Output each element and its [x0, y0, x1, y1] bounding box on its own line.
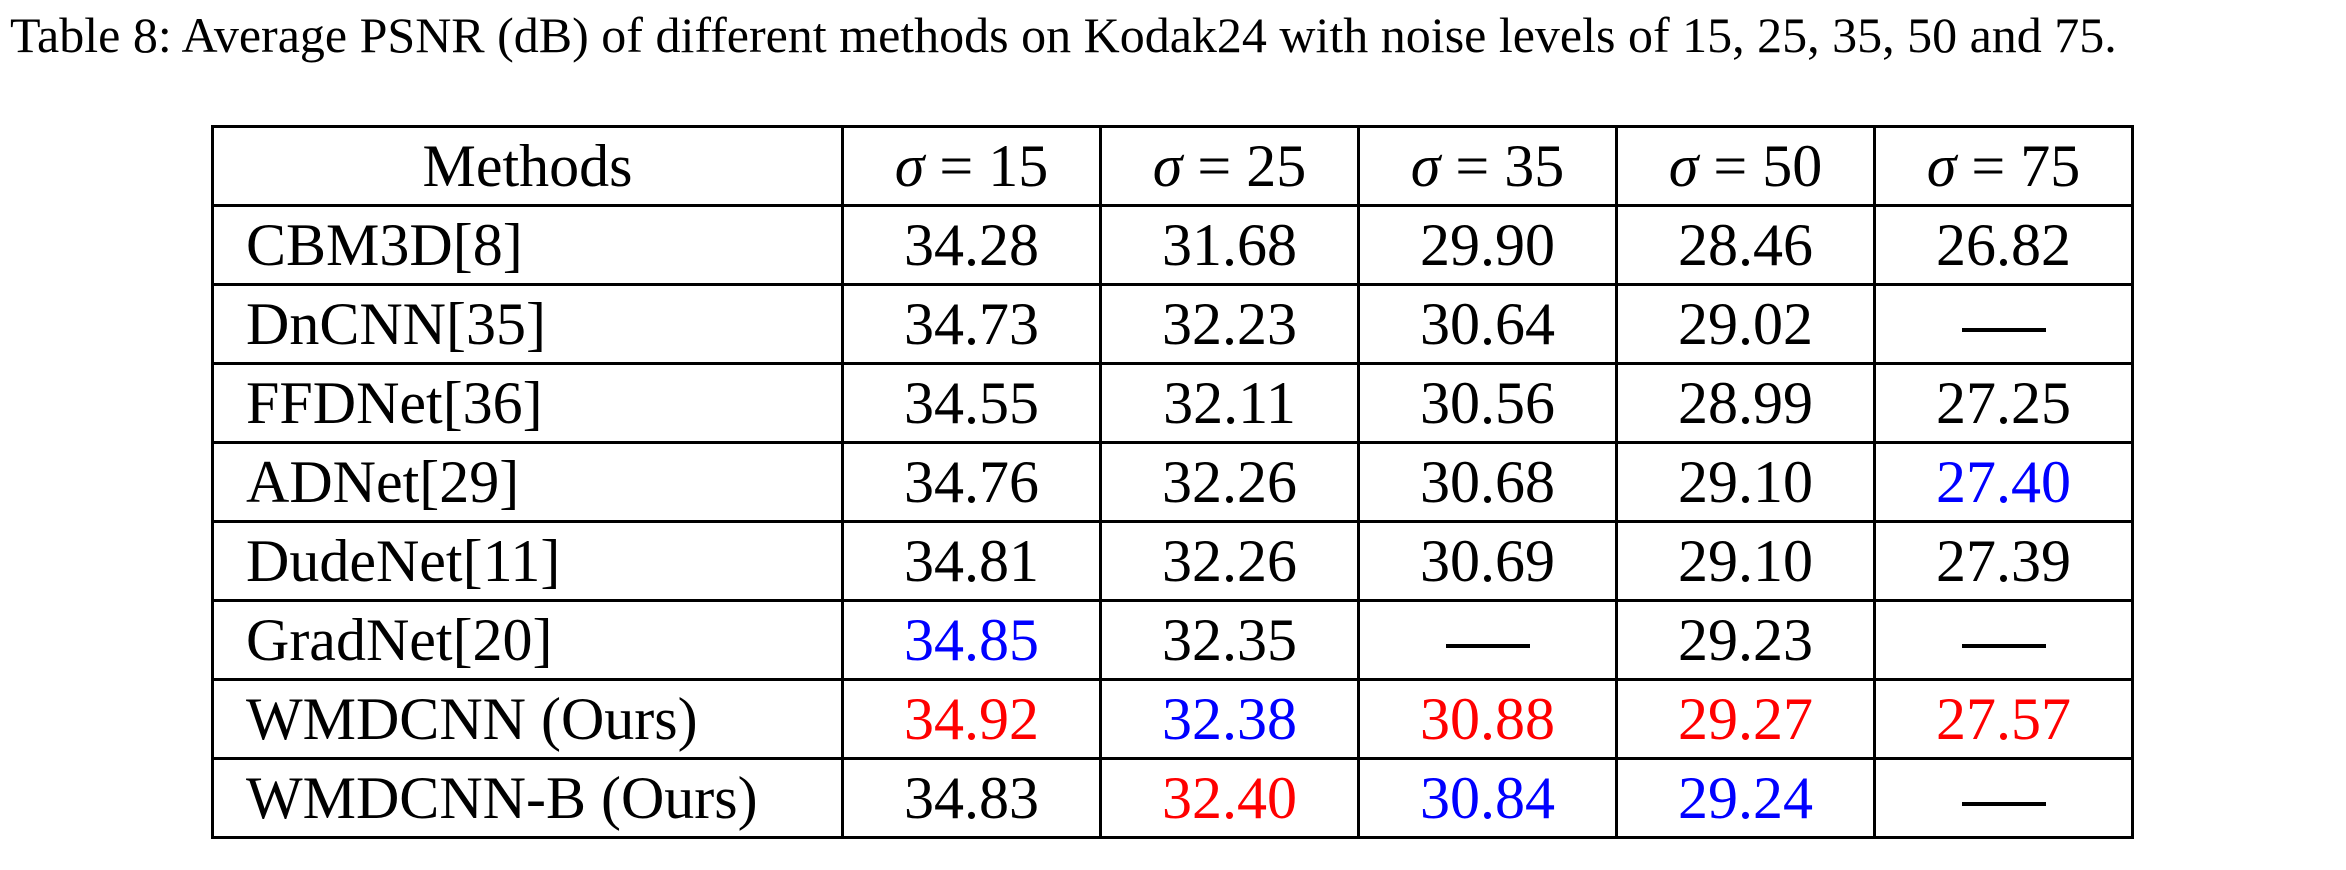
table-row: DnCNN[35] 34.73 32.23 30.64 29.02: [211, 283, 2134, 365]
noise-level-header: σ = 75: [1873, 125, 2134, 207]
table-caption: Table 8: Average PSNR (dB) of different …: [10, 7, 2117, 63]
psnr-value-cell: 27.25: [1873, 362, 2134, 444]
noise-level-header: σ = 50: [1615, 125, 1876, 207]
dash-mark: [1445, 644, 1530, 649]
noise-level-value: 35: [1504, 133, 1565, 199]
dash-mark: [1961, 644, 2046, 649]
psnr-value-cell: 29.90: [1357, 204, 1618, 286]
equals-sign: =: [1440, 133, 1505, 199]
not-available-cell: [1357, 599, 1618, 681]
psnr-value-cell: 27.57: [1873, 678, 2134, 760]
sigma-symbol: σ: [1926, 133, 1957, 199]
noise-level-value: 50: [1762, 133, 1823, 199]
table-row: WMDCNN-B (Ours) 34.83 32.40 30.84 29.24: [211, 757, 2134, 839]
psnr-value-cell: 34.76: [841, 441, 1102, 523]
not-available-cell: [1873, 283, 2134, 365]
table-row: WMDCNN (Ours) 34.92 32.38 30.88 29.27 27.57: [211, 678, 2134, 760]
psnr-value-cell: 30.56: [1357, 362, 1618, 444]
noise-level-value: 25: [1246, 133, 1307, 199]
table-row: ADNet[29] 34.76 32.26 30.68 29.10 27.40: [211, 441, 2134, 523]
noise-level-value: 75: [2020, 133, 2081, 199]
table-header-row: Methods σ = 15 σ = 25 σ = 35 σ = 50 σ = 75: [211, 125, 2134, 207]
method-name-cell: DudeNet[11]: [211, 520, 844, 602]
psnr-value-cell: 32.11: [1099, 362, 1360, 444]
psnr-value-cell: 30.84: [1357, 757, 1618, 839]
psnr-value-cell: 28.99: [1615, 362, 1876, 444]
method-name-cell: WMDCNN-B (Ours): [211, 757, 844, 839]
psnr-value-cell: 34.83: [841, 757, 1102, 839]
psnr-value-cell: 34.85: [841, 599, 1102, 681]
dash-mark: [1961, 802, 2046, 807]
psnr-value-cell: 34.28: [841, 204, 1102, 286]
method-name-cell: WMDCNN (Ours): [211, 678, 844, 760]
method-name-cell: ADNet[29]: [211, 441, 844, 523]
psnr-value-cell: 30.68: [1357, 441, 1618, 523]
method-name-cell: FFDNet[36]: [211, 362, 844, 444]
psnr-value-cell: 29.10: [1615, 520, 1876, 602]
psnr-value-cell: 30.64: [1357, 283, 1618, 365]
not-available-cell: [1873, 599, 2134, 681]
psnr-value-cell: 32.35: [1099, 599, 1360, 681]
psnr-value-cell: 29.23: [1615, 599, 1876, 681]
psnr-value-cell: 30.69: [1357, 520, 1618, 602]
psnr-value-cell: 32.23: [1099, 283, 1360, 365]
equals-sign: =: [1698, 133, 1763, 199]
psnr-value-cell: 26.82: [1873, 204, 2134, 286]
psnr-value-cell: 34.55: [841, 362, 1102, 444]
psnr-value-cell: 28.46: [1615, 204, 1876, 286]
method-name-cell: DnCNN[35]: [211, 283, 844, 365]
noise-level-header: σ = 15: [841, 125, 1102, 207]
sigma-symbol: σ: [1668, 133, 1699, 199]
psnr-value-cell: 29.02: [1615, 283, 1876, 365]
methods-column-header: Methods: [211, 125, 844, 207]
psnr-value-cell: 34.73: [841, 283, 1102, 365]
equals-sign: =: [1956, 133, 2021, 199]
psnr-value-cell: 31.68: [1099, 204, 1360, 286]
psnr-value-cell: 29.10: [1615, 441, 1876, 523]
method-name-cell: CBM3D[8]: [211, 204, 844, 286]
psnr-value-cell: 32.40: [1099, 757, 1360, 839]
psnr-value-cell: 34.92: [841, 678, 1102, 760]
psnr-value-cell: 27.39: [1873, 520, 2134, 602]
noise-level-header: σ = 35: [1357, 125, 1618, 207]
psnr-value-cell: 34.81: [841, 520, 1102, 602]
dash-mark: [1961, 328, 2046, 333]
psnr-value-cell: 29.24: [1615, 757, 1876, 839]
psnr-value-cell: 32.38: [1099, 678, 1360, 760]
method-name-cell: GradNet[20]: [211, 599, 844, 681]
psnr-value-cell: 32.26: [1099, 441, 1360, 523]
equals-sign: =: [1182, 133, 1247, 199]
psnr-results-table: Methods σ = 15 σ = 25 σ = 35 σ = 50 σ = 75 C…: [211, 125, 2134, 839]
not-available-cell: [1873, 757, 2134, 839]
table-row: GradNet[20] 34.85 32.35 29.23: [211, 599, 2134, 681]
sigma-symbol: σ: [894, 133, 925, 199]
psnr-value-cell: 32.26: [1099, 520, 1360, 602]
table-row: CBM3D[8] 34.28 31.68 29.90 28.46 26.82: [211, 204, 2134, 286]
table-body: CBM3D[8] 34.28 31.68 29.90 28.46 26.82 DnCNN[3…: [211, 204, 2134, 839]
table-row: DudeNet[11] 34.81 32.26 30.69 29.10 27.39: [211, 520, 2134, 602]
table-row: FFDNet[36] 34.55 32.11 30.56 28.99 27.25: [211, 362, 2134, 444]
sigma-symbol: σ: [1152, 133, 1183, 199]
noise-level-header: σ = 25: [1099, 125, 1360, 207]
equals-sign: =: [924, 133, 989, 199]
psnr-value-cell: 30.88: [1357, 678, 1618, 760]
noise-level-value: 15: [988, 133, 1049, 199]
sigma-symbol: σ: [1410, 133, 1441, 199]
psnr-value-cell: 27.40: [1873, 441, 2134, 523]
psnr-value-cell: 29.27: [1615, 678, 1876, 760]
